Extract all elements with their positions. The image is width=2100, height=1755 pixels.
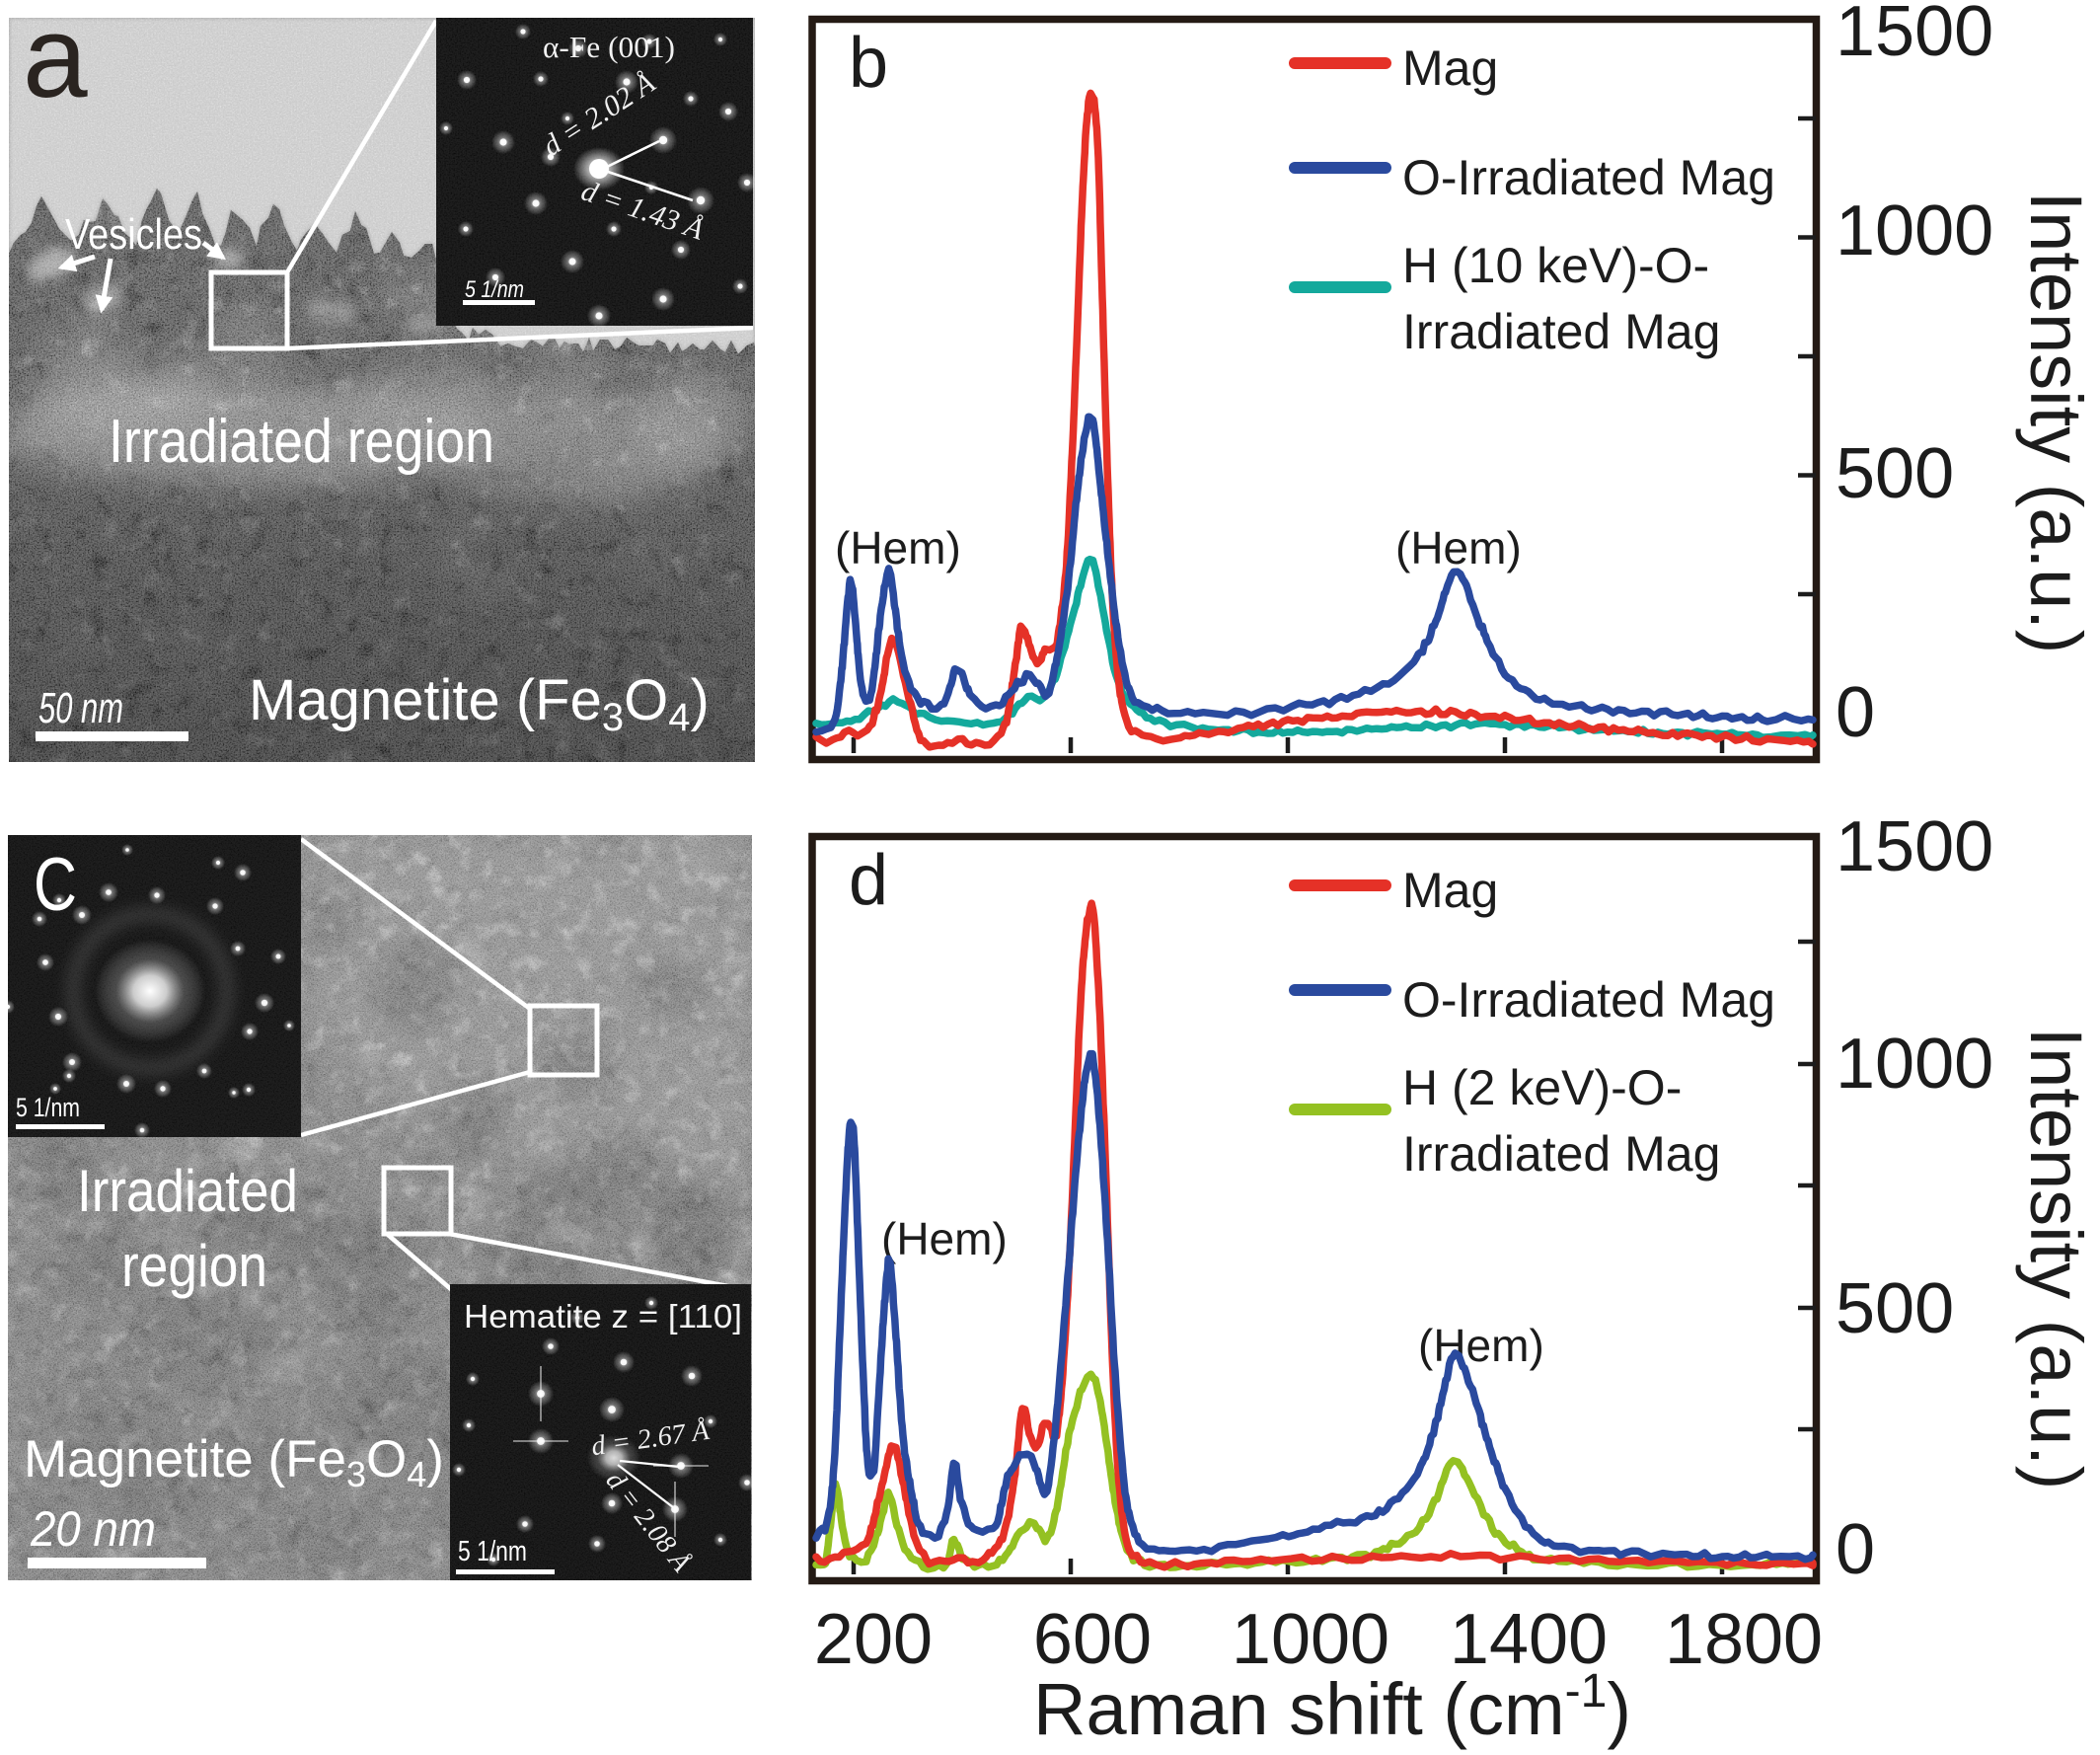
svg-text:Irradiated region: Irradiated region [109, 408, 494, 476]
svg-text:200: 200 [814, 1600, 933, 1679]
svg-text:H (2 keV)-O-: H (2 keV)-O- [1402, 1060, 1682, 1115]
svg-text:5 1/nm: 5 1/nm [458, 1536, 527, 1567]
svg-text:500: 500 [1836, 434, 1954, 513]
svg-text:Raman shift (cm-1): Raman shift (cm-1) [1033, 1665, 1631, 1750]
svg-text:Vesicles: Vesicles [65, 210, 202, 259]
svg-text:600: 600 [1033, 1600, 1152, 1679]
svg-text:(Hem): (Hem) [881, 1213, 1008, 1264]
svg-text:1500: 1500 [1836, 0, 1993, 71]
svg-text:Intensity (a.u.): Intensity (a.u.) [2015, 191, 2097, 654]
svg-text:d: d [849, 841, 888, 920]
svg-text:a: a [23, 18, 88, 122]
svg-text:Magnetite (Fe3O4): Magnetite (Fe3O4) [24, 1430, 444, 1494]
svg-text:Intensity (a.u.): Intensity (a.u.) [2015, 1028, 2097, 1490]
svg-text:Mag: Mag [1402, 863, 1498, 918]
svg-text:20 nm: 20 nm [30, 1501, 156, 1557]
svg-text:0: 0 [1836, 673, 1875, 752]
svg-text:Magnetite (Fe3O4): Magnetite (Fe3O4) [249, 668, 710, 739]
svg-text:500: 500 [1836, 1269, 1954, 1348]
svg-text:C: C [34, 843, 77, 927]
svg-text:(Hem): (Hem) [1418, 1320, 1544, 1371]
svg-text:b: b [849, 24, 888, 103]
svg-text:(Hem): (Hem) [1395, 522, 1522, 573]
svg-text:Irradiated Mag: Irradiated Mag [1402, 1126, 1720, 1182]
svg-text:1000: 1000 [1232, 1600, 1389, 1679]
svg-text:1400: 1400 [1450, 1600, 1608, 1679]
svg-text:1000: 1000 [1836, 1025, 1993, 1104]
svg-text:(Hem): (Hem) [835, 522, 961, 573]
svg-text:1800: 1800 [1665, 1600, 1823, 1679]
svg-text:5 1/nm: 5 1/nm [16, 1093, 80, 1122]
svg-text:Irradiated: Irradiated [77, 1158, 298, 1224]
svg-text:H (10 keV)-O-: H (10 keV)-O- [1402, 238, 1709, 293]
svg-text:1500: 1500 [1836, 807, 1993, 886]
svg-text:Irradiated Mag: Irradiated Mag [1402, 304, 1720, 359]
svg-text:Mag: Mag [1402, 40, 1498, 96]
svg-text:α-Fe (001): α-Fe (001) [543, 30, 675, 64]
svg-text:O-Irradiated Mag: O-Irradiated Mag [1402, 972, 1775, 1028]
svg-text:region: region [121, 1233, 267, 1299]
svg-text:Hematite z = [110]: Hematite z = [110] [464, 1298, 742, 1335]
svg-text:0: 0 [1836, 1510, 1875, 1589]
svg-text:5 1/nm: 5 1/nm [465, 276, 524, 303]
svg-text:O-Irradiated Mag: O-Irradiated Mag [1402, 150, 1775, 205]
svg-text:50 nm: 50 nm [38, 684, 123, 732]
svg-text:1000: 1000 [1836, 191, 1993, 270]
